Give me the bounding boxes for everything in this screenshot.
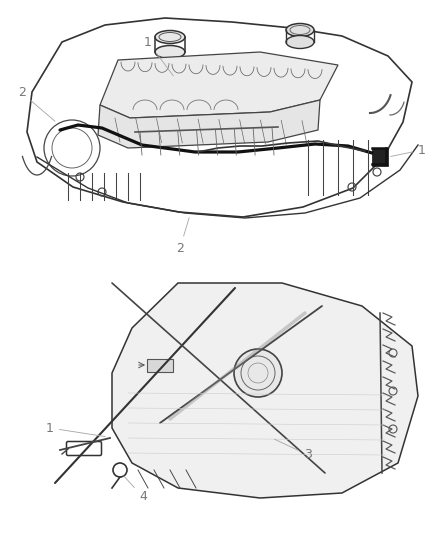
- Circle shape: [234, 349, 282, 397]
- Text: 1: 1: [46, 422, 105, 437]
- Polygon shape: [98, 100, 320, 148]
- Polygon shape: [372, 148, 388, 166]
- Ellipse shape: [155, 45, 185, 59]
- Polygon shape: [112, 283, 418, 498]
- Ellipse shape: [286, 23, 314, 36]
- Polygon shape: [100, 52, 338, 118]
- Text: 1: 1: [144, 36, 173, 76]
- Ellipse shape: [155, 30, 185, 44]
- Text: 3: 3: [275, 439, 312, 462]
- Text: 4: 4: [124, 476, 147, 504]
- Ellipse shape: [286, 36, 314, 49]
- Text: 2: 2: [176, 217, 189, 254]
- FancyBboxPatch shape: [147, 359, 173, 372]
- Text: 1: 1: [391, 143, 426, 157]
- Text: 2: 2: [18, 86, 55, 121]
